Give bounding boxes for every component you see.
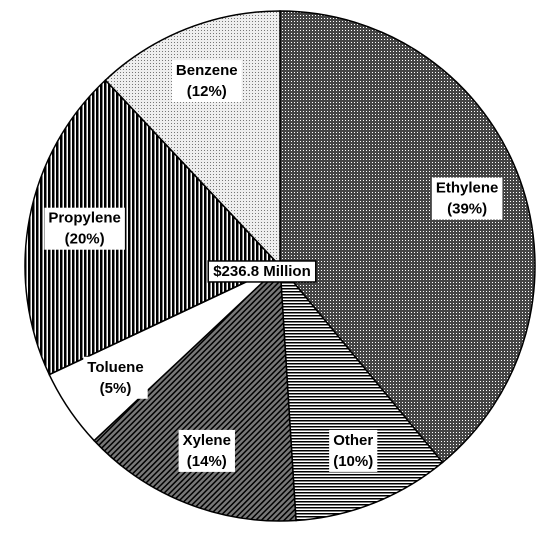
slice-label: Ethylene xyxy=(436,180,499,197)
label-box xyxy=(178,429,235,472)
label-box xyxy=(83,356,148,399)
value-label: (10%) xyxy=(333,453,373,470)
value-label: (20%) xyxy=(65,231,105,248)
slice-label: Other xyxy=(333,432,373,449)
value-label: (5%) xyxy=(100,380,132,397)
label-box xyxy=(44,207,125,250)
pie-slice xyxy=(93,264,297,522)
slice-label: Propylene xyxy=(48,210,121,227)
value-label: (14%) xyxy=(187,453,227,470)
pie-slice xyxy=(24,79,282,376)
label-box xyxy=(431,177,503,220)
value-label: (39%) xyxy=(447,201,487,218)
pie-slice xyxy=(279,10,536,464)
value-label: (12%) xyxy=(187,83,227,100)
center-label: $236.8 Million xyxy=(213,263,311,280)
slice-label: Benzene xyxy=(176,62,238,79)
slice-label: Toluene xyxy=(87,359,143,376)
label-box xyxy=(329,429,378,472)
label-box xyxy=(171,60,242,103)
center-label-box xyxy=(207,260,317,283)
slice-label: Xylene xyxy=(183,432,231,449)
pie-slice xyxy=(279,263,444,522)
